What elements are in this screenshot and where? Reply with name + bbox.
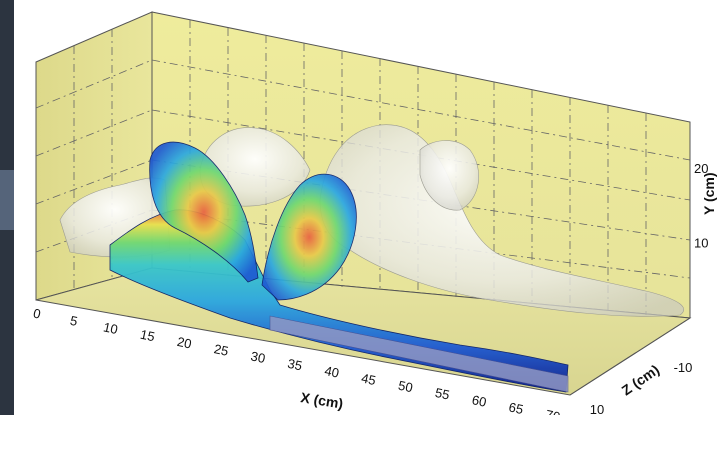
page-bottom-margin (0, 415, 723, 451)
floor-shelf (269, 315, 569, 393)
x-tick-label: 65 (507, 399, 524, 417)
right-plume (261, 173, 357, 301)
x-tick-label: 0 (32, 306, 42, 322)
left-plume (149, 141, 259, 283)
z-axis-ticks: -10 10 (590, 360, 693, 417)
left-photo-highlight (0, 170, 14, 230)
y-tick-label: 20 (694, 161, 708, 176)
x-tick-label: 35 (286, 356, 303, 374)
y-tick-label: 10 (694, 236, 708, 251)
front-edge (569, 317, 691, 396)
x-tick-label: 10 (102, 319, 119, 337)
y-axis-label: Y (cm) (701, 172, 717, 215)
x-tick-label: 5 (69, 313, 79, 329)
x-tick-label: 50 (397, 378, 414, 396)
y-axis-ticks: 10 20 (694, 161, 708, 251)
x-tick-label: 30 (249, 348, 266, 366)
z-tick-label: 10 (590, 402, 604, 417)
x-tick-label: 20 (176, 334, 193, 352)
x-axis-ticks: 0510152025303540455055606570 (32, 306, 562, 425)
x-tick-label: 15 (139, 327, 156, 345)
x-tick-label: 55 (434, 385, 451, 403)
x-tick-label: 40 (323, 363, 340, 381)
x-tick-label: 60 (471, 392, 488, 410)
x-axis-label: X (cm) (300, 389, 345, 411)
z-tick-label: -10 (674, 360, 693, 375)
z-axis-label: Z (cm) (619, 361, 663, 398)
x-tick-label: 45 (360, 370, 377, 388)
x-tick-label: 25 (213, 341, 230, 359)
